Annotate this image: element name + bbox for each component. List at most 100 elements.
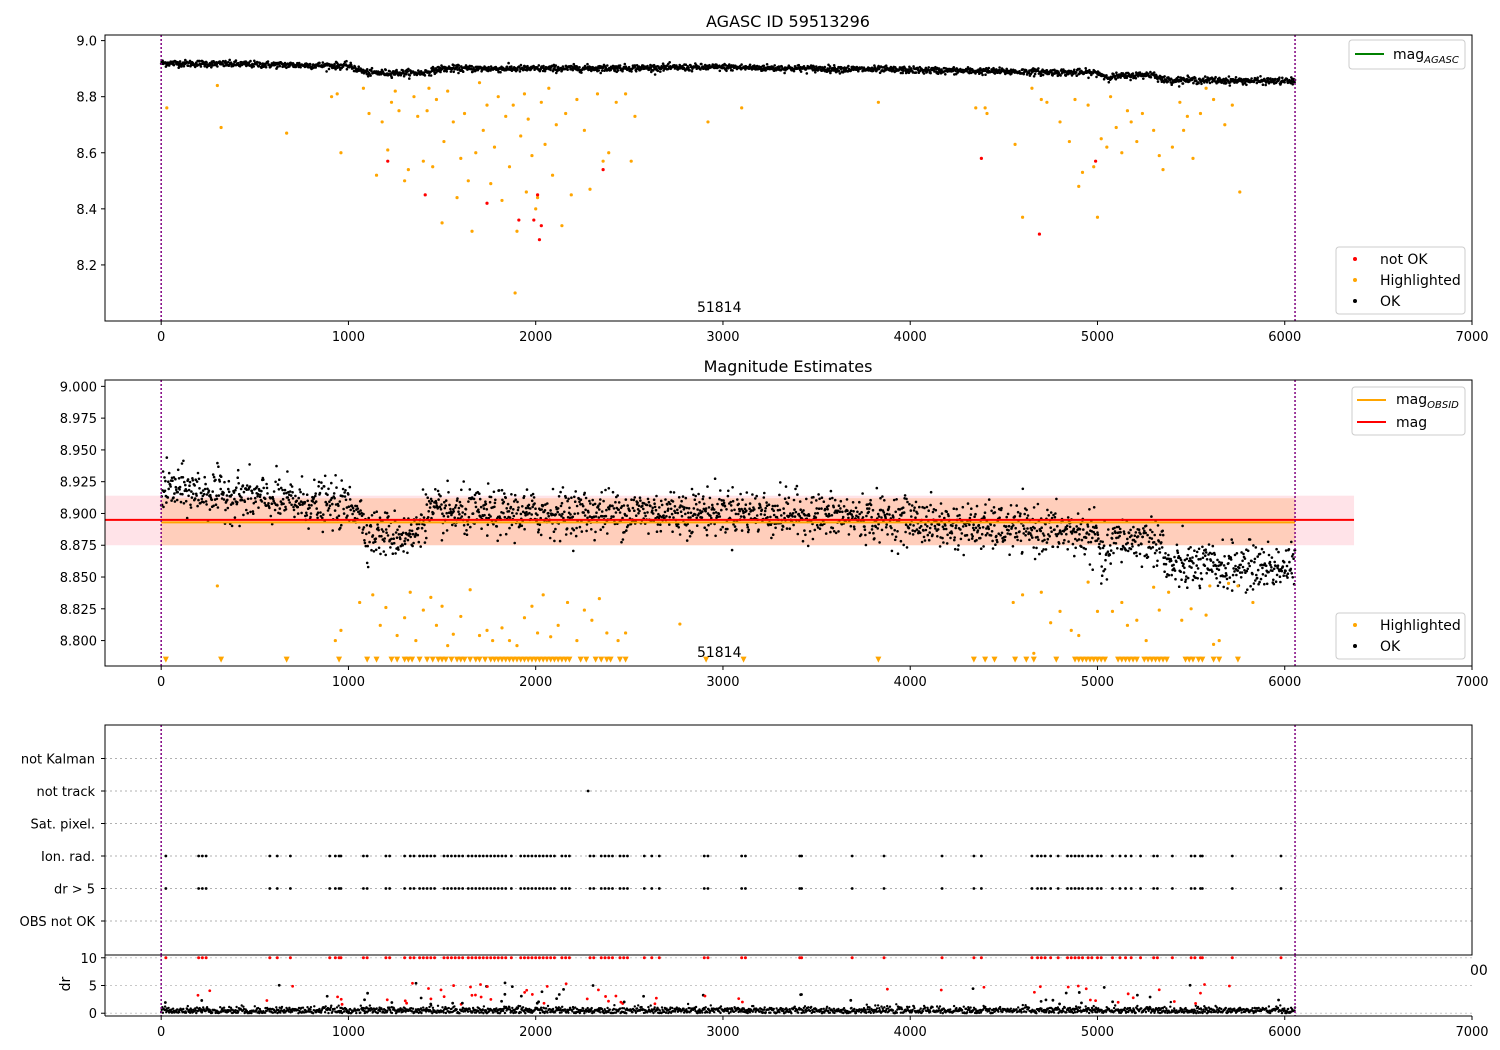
- ok-point: [1173, 555, 1176, 559]
- ok-point: [266, 492, 269, 495]
- x-tick-label: 7000: [1455, 330, 1488, 345]
- ok-point: [543, 509, 547, 512]
- ok-point: [319, 511, 322, 514]
- ok-point: [342, 512, 346, 515]
- ok-point: [771, 533, 775, 536]
- legend-box: [1335, 246, 1466, 315]
- ok-point: [457, 506, 461, 510]
- ok-point: [1269, 77, 1272, 80]
- ok-point: [1278, 76, 1281, 79]
- highlighted-point: [329, 95, 334, 99]
- ok-point: [281, 497, 285, 501]
- ok-point: [359, 509, 362, 512]
- ok-point: [1018, 70, 1021, 73]
- ok-point: [1216, 558, 1219, 562]
- ok-point: [560, 501, 564, 505]
- ok-point: [998, 516, 1001, 519]
- ok-point: [370, 514, 374, 517]
- highlighted-point: [526, 117, 530, 121]
- highlighted-point: [1099, 137, 1103, 141]
- highlighted-point: [440, 221, 444, 225]
- ok-point: [1158, 547, 1161, 550]
- ok-point: [980, 71, 983, 75]
- ok-point: [863, 528, 867, 531]
- highlighted-point: [1182, 128, 1186, 132]
- highlighted-point: [215, 83, 219, 88]
- ok-point: [270, 502, 274, 506]
- ok-point: [697, 492, 700, 496]
- ok-point: [410, 529, 414, 533]
- ok-point: [578, 500, 581, 504]
- ok-point: [1157, 540, 1161, 543]
- ok-point: [994, 543, 997, 546]
- highlighted-point: [513, 291, 517, 295]
- ok-point: [828, 65, 832, 68]
- ok-point: [722, 501, 726, 505]
- ok-point: [673, 67, 677, 70]
- ok-point: [769, 515, 772, 519]
- ok-point: [486, 534, 489, 537]
- ok-point: [567, 497, 570, 501]
- ok-point: [630, 70, 633, 73]
- ok-point: [711, 503, 714, 507]
- ok-point: [965, 533, 969, 537]
- ok-point: [1062, 541, 1065, 545]
- ok-point: [1074, 71, 1078, 74]
- ok-point: [875, 486, 879, 490]
- ok-point: [200, 497, 204, 501]
- ok-point: [872, 531, 875, 535]
- ok-point: [839, 499, 843, 503]
- ok-point: [941, 525, 945, 528]
- ok-point: [1240, 571, 1244, 574]
- ok-point: [559, 504, 563, 508]
- ok-point: [582, 511, 585, 514]
- ok-point: [348, 485, 352, 489]
- ok-point: [762, 64, 766, 68]
- ok-point: [879, 496, 882, 500]
- ok-point: [1274, 564, 1277, 568]
- ok-point: [297, 496, 301, 500]
- ok-point: [484, 502, 488, 506]
- ok-point: [1071, 542, 1075, 546]
- ok-point: [365, 561, 369, 565]
- ok-point: [1022, 532, 1025, 535]
- ok-point: [987, 527, 991, 531]
- ok-point: [250, 489, 254, 493]
- ok-point: [191, 477, 194, 480]
- ok-point: [387, 515, 390, 518]
- ok-point: [392, 541, 396, 545]
- ok-point: [1289, 567, 1293, 571]
- ok-point: [492, 522, 495, 526]
- ok-point: [788, 527, 792, 530]
- ok-point: [509, 505, 513, 509]
- highlighted-point: [485, 628, 489, 633]
- ok-point: [713, 477, 717, 481]
- ok-point: [456, 497, 459, 500]
- ok-point: [938, 545, 942, 548]
- ok-point: [1109, 549, 1113, 552]
- ok-point: [417, 526, 420, 530]
- ok-point: [265, 486, 269, 490]
- ok-point: [1084, 547, 1087, 551]
- ok-point: [561, 512, 564, 516]
- ok-point: [716, 515, 720, 518]
- ok-point: [561, 65, 565, 68]
- ok-point: [197, 477, 201, 481]
- ok-point: [227, 60, 230, 64]
- ok-point: [439, 494, 442, 498]
- ok-point: [1218, 560, 1221, 564]
- ok-point: [966, 502, 970, 505]
- ok-point: [196, 504, 199, 508]
- ok-point: [1164, 552, 1167, 555]
- ok-point: [660, 503, 664, 507]
- ok-point: [286, 470, 289, 473]
- ok-point: [947, 514, 950, 518]
- ok-point: [1126, 541, 1129, 545]
- ok-point: [860, 66, 864, 69]
- ok-point: [584, 496, 588, 500]
- ok-point: [1260, 563, 1263, 567]
- ok-point: [1146, 555, 1150, 559]
- ok-point: [1050, 71, 1053, 74]
- ok-point: [1187, 559, 1191, 563]
- ok-point: [480, 527, 483, 530]
